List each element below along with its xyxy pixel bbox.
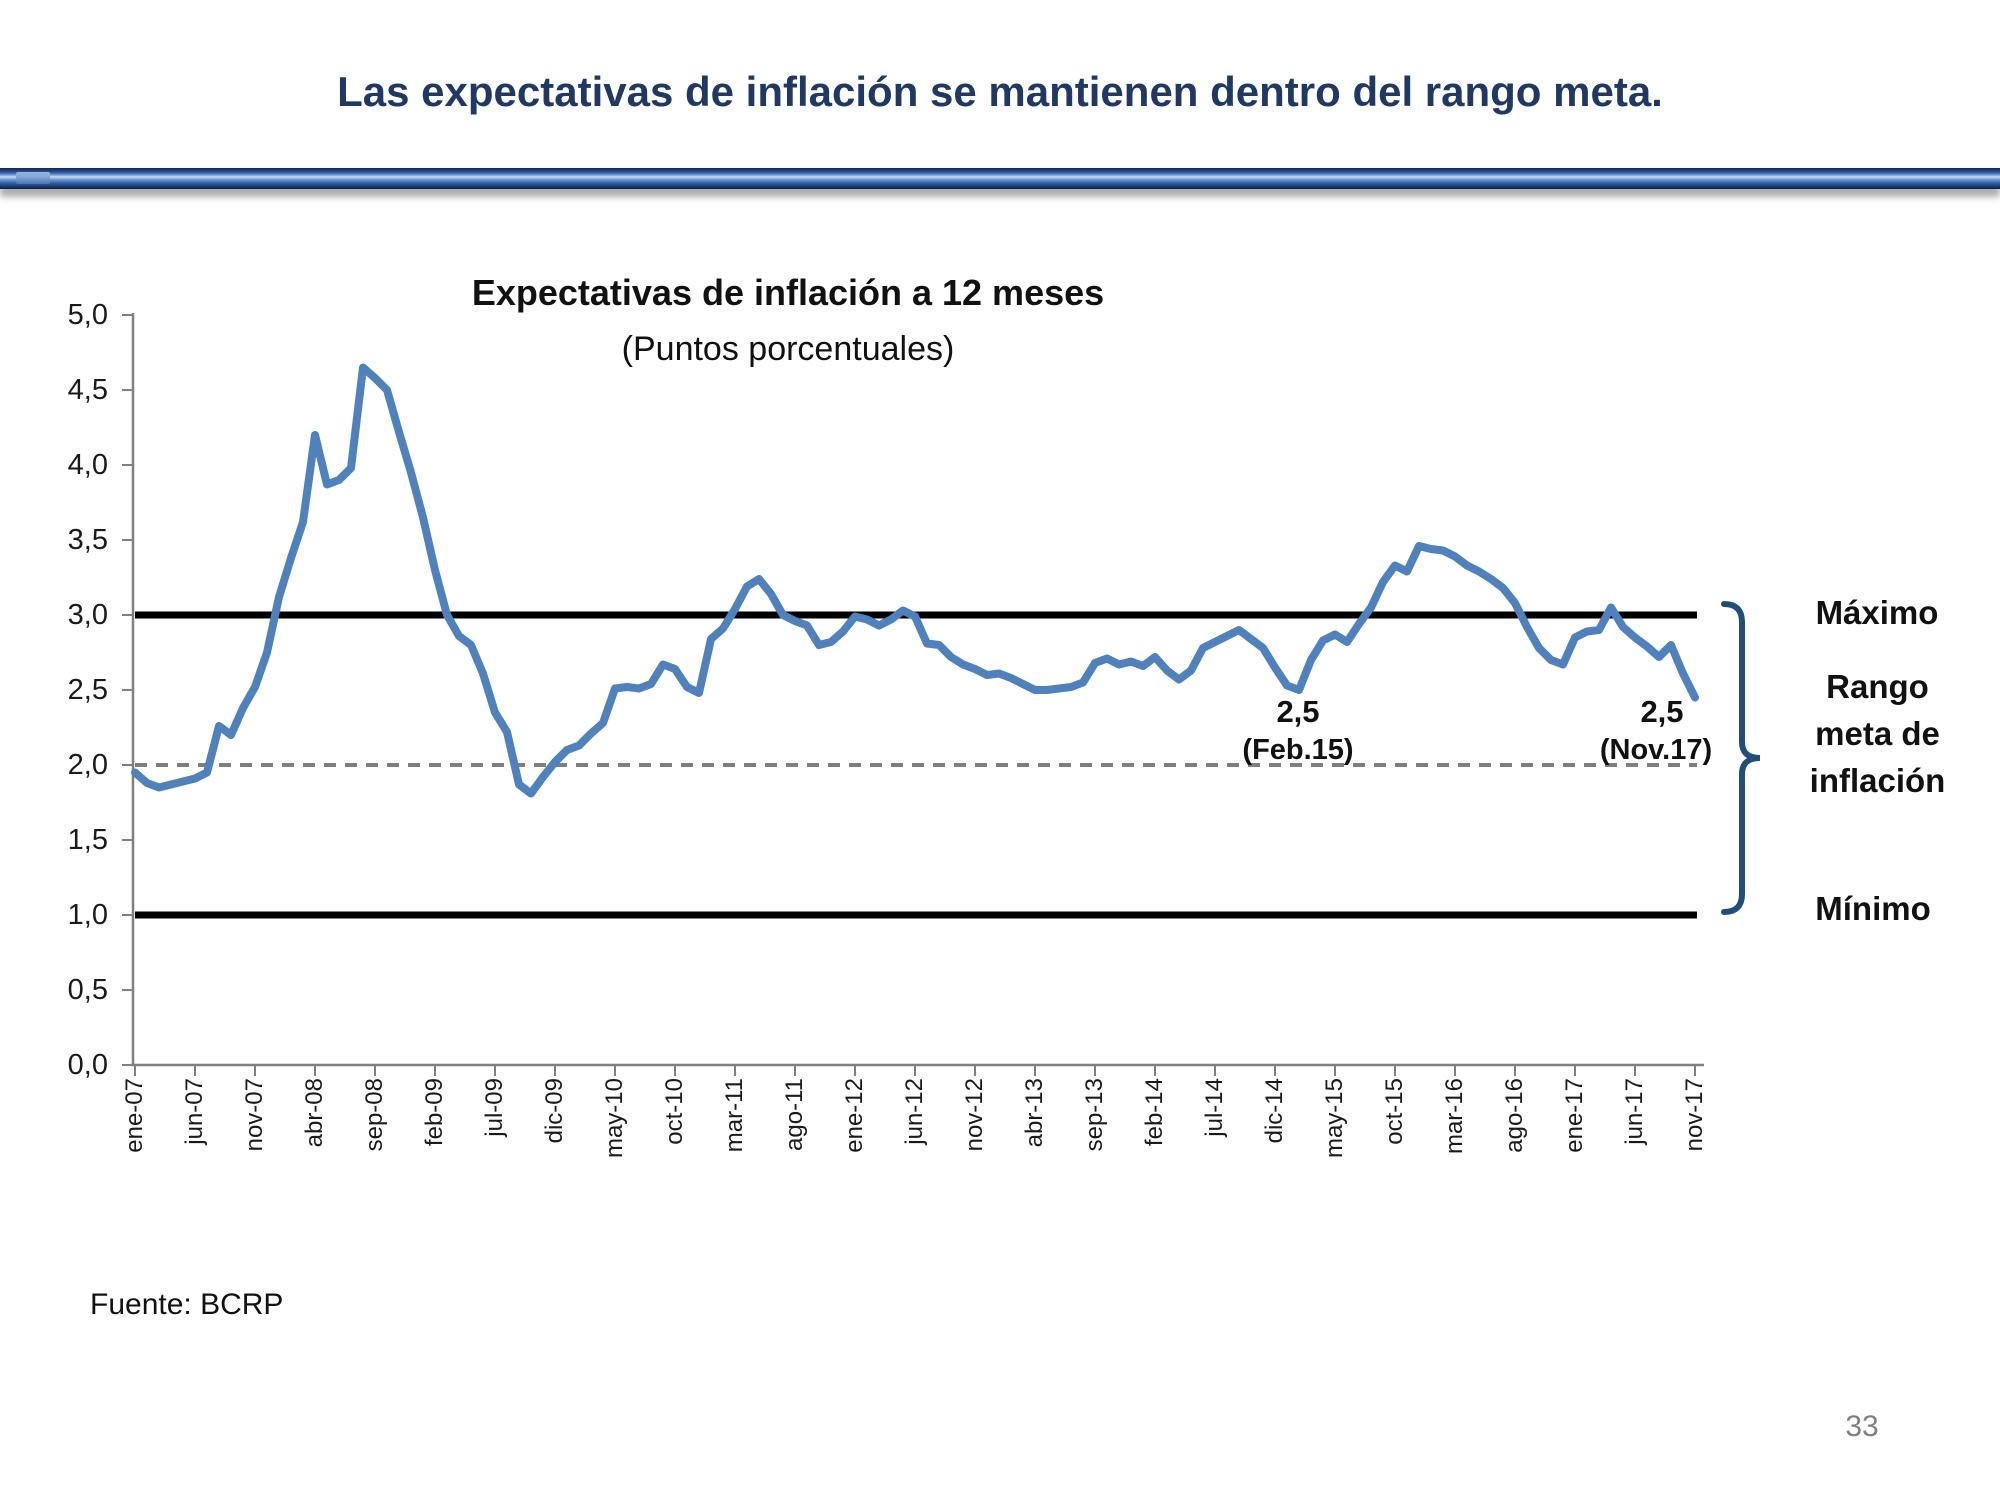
y-tick-label: 2,5 xyxy=(67,674,108,706)
source-note: Fuente: BCRP xyxy=(90,1288,284,1321)
y-tick-label: 0,0 xyxy=(67,1049,108,1081)
series-line xyxy=(131,363,1699,798)
label-minimo: Mínimo xyxy=(1815,890,1931,927)
x-tick-label: may-15 xyxy=(1321,1078,1348,1159)
x-tick-label: ene-12 xyxy=(841,1078,868,1153)
x-tick-label: jun-07 xyxy=(181,1078,208,1145)
axis-ticks xyxy=(122,314,1696,1076)
x-tick-label: jun-12 xyxy=(901,1078,928,1145)
x-tick-label: oct-15 xyxy=(1381,1078,1408,1145)
x-tick-label: feb-14 xyxy=(1141,1078,1168,1147)
x-tick-label: nov-07 xyxy=(241,1078,268,1152)
x-tick-label: ago-16 xyxy=(1501,1078,1528,1153)
axes xyxy=(131,313,1704,1067)
header-divider-bar xyxy=(0,168,2000,189)
x-tick-label: ene-17 xyxy=(1561,1078,1588,1153)
reference-lines xyxy=(135,611,1697,919)
chart-subtitle: (Puntos porcentuales) xyxy=(621,330,955,368)
x-tick-label: sep-08 xyxy=(361,1078,388,1152)
x-tick-label: may-10 xyxy=(601,1078,628,1159)
x-tick-label: feb-09 xyxy=(421,1078,448,1147)
label-maximo: Máximo xyxy=(1815,594,1939,631)
page-number: 33 xyxy=(1845,1410,1879,1443)
x-tick-label: dic-14 xyxy=(1261,1078,1288,1144)
y-tick-label: 0,5 xyxy=(67,974,108,1006)
x-tick-label: nov-12 xyxy=(961,1078,988,1152)
label-rango-meta: Rango meta de inflación xyxy=(1809,668,1946,799)
header-divider-accent xyxy=(16,172,50,184)
x-tick-label: dic-09 xyxy=(541,1078,568,1144)
x-tick-label: oct-10 xyxy=(661,1078,688,1145)
annotation-nov17-value: 2,5 xyxy=(1640,694,1684,729)
annotation-feb15-value: 2,5 xyxy=(1276,694,1320,729)
page-title: Las expectativas de inflación se mantien… xyxy=(337,68,1663,115)
annotation-nov17-date: (Nov.17) xyxy=(1599,734,1713,766)
x-tick-label: jul-14 xyxy=(1201,1078,1228,1137)
range-bracket xyxy=(1721,601,1761,915)
y-tick-label: 1,0 xyxy=(67,899,108,931)
y-tick-label: 4,0 xyxy=(67,449,108,481)
x-tick-label: ene-07 xyxy=(121,1078,148,1153)
y-tick-label: 2,0 xyxy=(67,749,108,781)
y-tick-label: 4,5 xyxy=(67,374,108,406)
annotation-feb15-date: (Feb.15) xyxy=(1242,734,1354,766)
x-tick-label: nov-17 xyxy=(1681,1078,1708,1152)
x-tick-label: jul-09 xyxy=(481,1078,508,1137)
y-tick-label: 5,0 xyxy=(67,299,108,331)
x-tick-label: jun-17 xyxy=(1621,1078,1648,1145)
y-tick-label: 3,0 xyxy=(67,599,108,631)
x-tick-label: abr-08 xyxy=(301,1078,328,1148)
y-tick-label: 3,5 xyxy=(67,524,108,556)
x-tick-label: mar-16 xyxy=(1441,1078,1468,1155)
x-tick-label: sep-13 xyxy=(1081,1078,1108,1152)
x-tick-label: ago-11 xyxy=(781,1078,808,1151)
chart-title: Expectativas de inflación a 12 meses xyxy=(471,272,1105,313)
y-tick-label: 1,5 xyxy=(67,824,108,856)
x-tick-label: abr-13 xyxy=(1021,1078,1048,1148)
x-tick-label: mar-11 xyxy=(721,1078,748,1153)
